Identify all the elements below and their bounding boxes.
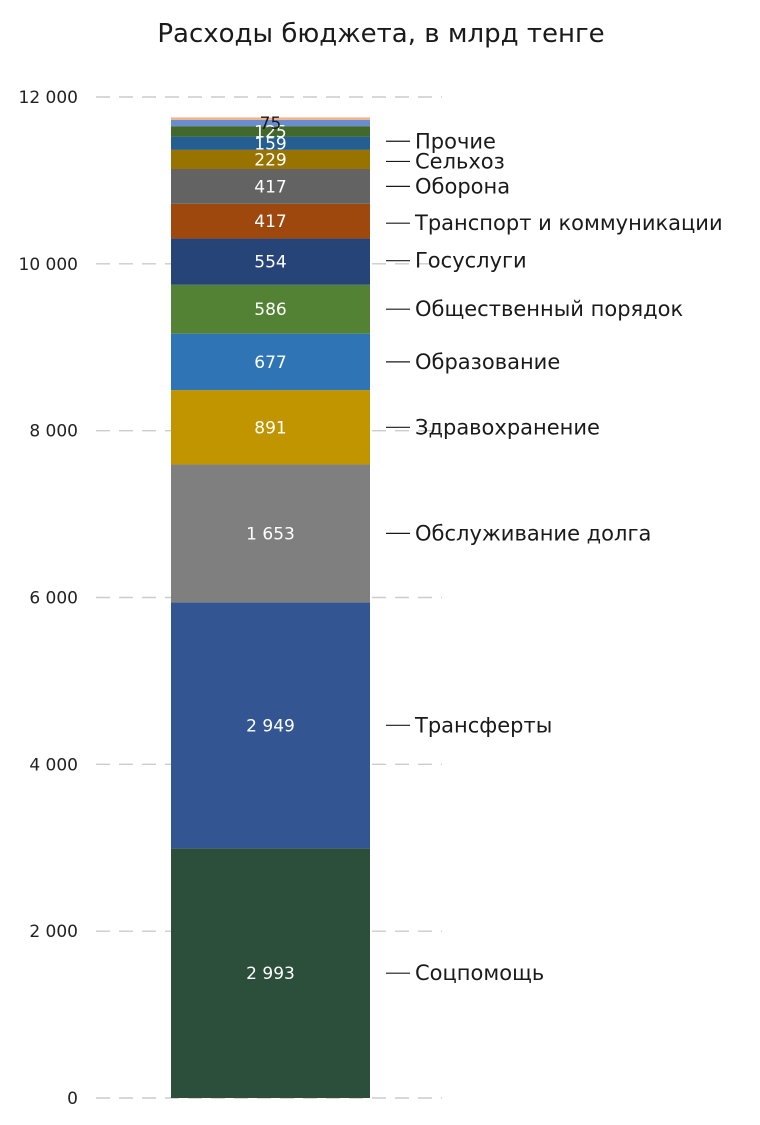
y-tick-label: 12 000 — [19, 88, 78, 108]
segment-value-label: 1 653 — [246, 524, 295, 544]
y-tick-label: 6 000 — [29, 589, 78, 609]
category-label-сельхоз: Сельхоз — [415, 149, 505, 173]
segment-value-label: 2 949 — [246, 716, 295, 736]
segment-value-label: 159 — [254, 134, 286, 154]
bar-segment — [171, 333, 370, 391]
segment-value-labels: 2 993 2 949 1 653 891 677 586 554 417 417 2291591… — [246, 114, 295, 984]
y-axis-ticks: 0 2 000 4 000 6 000 8 000 10 000 12 000 — [19, 88, 78, 1109]
category-label-образование: Образование — [415, 350, 560, 374]
category-label-соцпомощь: Соцпомощь — [415, 961, 544, 985]
segment-value-label: 891 — [254, 418, 286, 438]
category-label-оборона: Оборона — [415, 174, 510, 198]
bar-segment — [171, 602, 370, 849]
bar-segment — [171, 203, 370, 239]
bar-segment — [171, 464, 370, 603]
category-label-обслуживание-долга: Обслуживание долга — [415, 521, 651, 545]
bar-segment — [171, 149, 370, 169]
bar-segment — [171, 119, 370, 127]
category-label-здравохранение: Здравохранение — [415, 415, 600, 439]
segment-value-label: 125 — [254, 122, 286, 142]
stacked-bar — [171, 117, 370, 1098]
bar-segment — [171, 238, 370, 285]
y-tick-label: 10 000 — [19, 255, 78, 275]
y-tick-label: 2 000 — [29, 922, 78, 942]
segment-value-label: 229 — [254, 150, 286, 170]
category-label-трансферты: Трансферты — [414, 713, 552, 737]
bar-segment — [171, 168, 370, 204]
chart-title: Расходы бюджета, в млрд тенге — [157, 19, 604, 49]
bar-segment — [171, 136, 370, 150]
segment-value-label: 2 993 — [246, 964, 295, 984]
category-label-госуслуги: Госуслуги — [415, 249, 527, 273]
y-tick-label: 4 000 — [29, 755, 78, 775]
segment-value-label: 417 — [254, 177, 286, 197]
category-labels: Соцпомощь Трансферты Обслуживание долга Здр… — [386, 129, 723, 985]
y-tick-label: 0 — [67, 1089, 78, 1109]
segment-value-label: 75 — [260, 114, 282, 134]
segment-value-label: 677 — [254, 353, 286, 373]
bar-segment — [171, 284, 370, 334]
segment-value-label: 554 — [254, 253, 286, 273]
category-label-общественный-порядок: Общественный порядок — [415, 297, 683, 321]
segment-value-label: 586 — [254, 300, 286, 320]
bar-segment — [171, 848, 370, 1098]
segment-value-label: 417 — [254, 212, 286, 232]
bar-segment — [171, 126, 370, 137]
bar-segment — [171, 117, 370, 120]
category-label-транспорт-и-коммуникации: Транспорт и коммуникации — [414, 211, 723, 235]
category-label-прочие: Прочие — [415, 129, 496, 153]
y-tick-label: 8 000 — [29, 422, 78, 442]
bar-segment — [171, 390, 370, 465]
